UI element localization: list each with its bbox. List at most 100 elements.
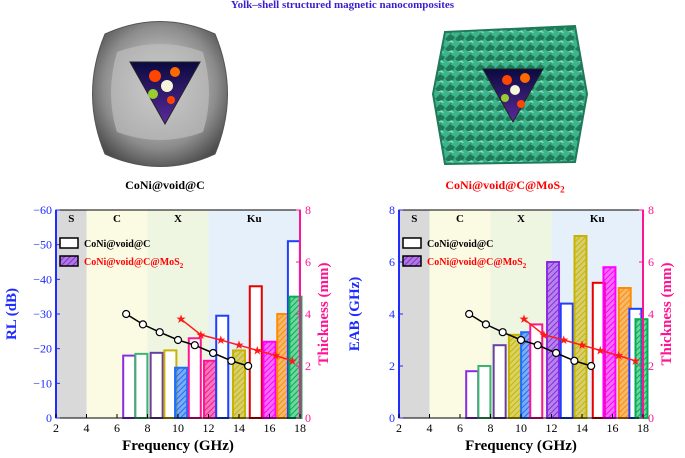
x-axis-label: Frequency (GHz) xyxy=(465,438,577,454)
bar xyxy=(174,366,189,420)
y2-axis-label: Thickness (mm) xyxy=(316,263,332,366)
bar xyxy=(203,359,218,420)
thickness-point: ★ xyxy=(270,349,281,363)
y-tick-label: −10 xyxy=(33,376,52,390)
legend-label-1: CoNi@void@C xyxy=(84,239,150,250)
thickness-line xyxy=(180,318,293,362)
x-axis-label: Frequency (GHz) xyxy=(122,438,234,454)
thickness-point: ★ xyxy=(595,343,606,357)
y-tick-label: 0 xyxy=(389,411,395,425)
y-tick-label: −30 xyxy=(33,307,52,321)
y-tick-label: −20 xyxy=(33,342,52,356)
thickness-point xyxy=(155,328,164,337)
x-tick-label: 6 xyxy=(457,421,463,435)
thickness-point: ★ xyxy=(287,354,298,368)
y2-axis-label: Thickness (mm) xyxy=(659,263,675,366)
thickness-point xyxy=(244,361,253,371)
y-tick-label: −60 xyxy=(33,203,52,217)
bar xyxy=(507,333,522,419)
figure-title: Yolk–shell structured magnetic nanocompo… xyxy=(230,0,455,11)
caption-right: CoNi@void@C@MoS2 xyxy=(375,178,635,194)
coni-void-c-illustration xyxy=(92,21,228,167)
thickness-point xyxy=(227,356,236,365)
thickness-point xyxy=(481,320,491,329)
x-tick-label: 12 xyxy=(546,421,558,435)
y2-tick-label: 4 xyxy=(648,307,654,321)
bar xyxy=(215,314,230,419)
legend-label-2: CoNi@void@C@MoS2 xyxy=(427,257,527,270)
eab-chart: S C X Ku ★ ★ ★ ★ ★ ★ ★ 2 4 6 8 10 12 14 16 18 Frequency (GHz… xyxy=(347,203,675,454)
legend-swatch-2 xyxy=(59,255,79,267)
legend-label-1: CoNi@void@C xyxy=(427,239,493,250)
y2-tick-label: 0 xyxy=(305,411,311,425)
band-label: S xyxy=(411,213,417,225)
thickness-point: ★ xyxy=(538,328,549,342)
x-tick-label: 14 xyxy=(233,421,245,435)
thickness-point xyxy=(533,341,542,350)
thickness-point: ★ xyxy=(577,338,588,352)
x-tick-label: 16 xyxy=(264,421,276,435)
y2-tick-label: 0 xyxy=(648,411,654,425)
caption-right-main: CoNi@void@C@MoS xyxy=(445,178,561,192)
y-tick-label: 8 xyxy=(389,203,395,217)
band-label: X xyxy=(174,213,182,225)
thickness-point xyxy=(190,341,199,350)
band-label: Ku xyxy=(247,213,262,225)
bar xyxy=(134,352,149,419)
y-axis-label: RL (dB) xyxy=(4,288,20,340)
thickness-point xyxy=(570,356,579,365)
bar xyxy=(187,337,202,419)
thickness-point: ★ xyxy=(252,343,263,357)
bar xyxy=(465,370,480,419)
y2-tick-label: 2 xyxy=(648,359,654,373)
y2-tick-label: 6 xyxy=(648,255,654,269)
thickness-point: ★ xyxy=(630,354,641,368)
x-tick-label: 8 xyxy=(145,421,151,435)
y2-tick-label: 8 xyxy=(648,203,654,217)
legend-label-2: CoNi@void@C@MoS2 xyxy=(84,257,184,270)
y2-tick-label: 6 xyxy=(305,255,311,269)
thickness-point xyxy=(122,309,131,319)
y-tick-label: −40 xyxy=(33,272,52,286)
x-tick-label: 6 xyxy=(114,421,120,435)
thickness-point xyxy=(551,348,561,358)
x-tick-label: 8 xyxy=(488,421,494,435)
thickness-point xyxy=(498,328,507,337)
thickness-point: ★ xyxy=(519,312,530,326)
band-label: C xyxy=(456,213,464,225)
thickness-point: ★ xyxy=(215,333,226,347)
thickness-point: ★ xyxy=(613,349,624,363)
thickness-point xyxy=(587,361,596,371)
y2-tick-label: 2 xyxy=(305,359,311,373)
y-axis-label: EAB (GHz) xyxy=(347,277,363,352)
y-tick-label: −50 xyxy=(33,238,52,252)
x-tick-label: 2 xyxy=(396,421,402,435)
x-tick-label: 12 xyxy=(203,421,215,435)
y-tick-label: 6 xyxy=(389,255,395,269)
y-tick-label: 2 xyxy=(389,359,395,373)
y2-tick-label: 8 xyxy=(305,203,311,217)
thickness-line xyxy=(523,318,636,362)
y-tick-label: 0 xyxy=(46,411,52,425)
band-label: C xyxy=(113,213,121,225)
legend-swatch-1 xyxy=(59,237,79,249)
y2-tick-label: 4 xyxy=(305,307,311,321)
thickness-point: ★ xyxy=(195,328,206,342)
y-tick-label: 4 xyxy=(389,307,395,321)
x-tick-label: 10 xyxy=(515,421,527,435)
x-tick-label: 16 xyxy=(607,421,619,435)
bar xyxy=(122,354,137,420)
legend-swatch-2 xyxy=(402,255,422,267)
x-tick-label: 14 xyxy=(576,421,588,435)
x-tick-label: 18 xyxy=(294,421,306,435)
thickness-point xyxy=(138,320,148,329)
caption-left: CoNi@void@C xyxy=(125,178,205,192)
thickness-point xyxy=(516,335,526,345)
thickness-point: ★ xyxy=(176,312,187,326)
bar xyxy=(149,351,164,419)
x-tick-label: 4 xyxy=(427,421,433,435)
band-label: Ku xyxy=(590,213,605,225)
band-label: S xyxy=(68,213,74,225)
thickness-point xyxy=(173,335,183,345)
bar xyxy=(634,318,649,419)
